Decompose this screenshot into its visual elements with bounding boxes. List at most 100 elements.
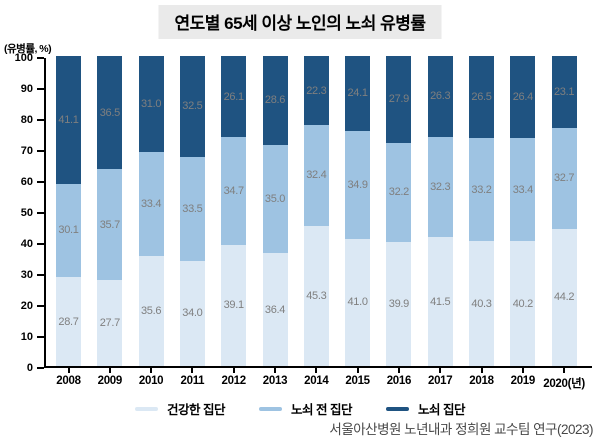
bar-value-label: 36.4	[264, 303, 286, 316]
bar-segment: 41.5	[427, 237, 453, 366]
bar-segment: 22.3	[303, 56, 329, 126]
y-axis-tick-label: 20	[20, 300, 33, 312]
y-axis-tick	[37, 181, 44, 183]
x-axis-tick	[67, 368, 70, 373]
bar-segment: 41.1	[56, 56, 81, 184]
bar-value-label: 32.2	[388, 186, 410, 199]
y-axis-tick-label: 0	[26, 362, 33, 374]
bar-value-label: 33.2	[471, 183, 492, 196]
bar-value-label: 26.4	[512, 90, 534, 103]
bar-value-label: 35.0	[264, 192, 286, 205]
bar-segment: 36.5	[97, 56, 123, 170]
legend-label: 건강한 집단	[167, 403, 226, 417]
bar-segment: 30.1	[56, 183, 81, 278]
bar-segment: 32.5	[179, 56, 205, 157]
bar-value-label: 39.1	[223, 299, 245, 312]
bar-segment: 23.1	[551, 56, 577, 128]
bar-value-label: 31.0	[140, 98, 162, 111]
bar-value-label: 24.1	[347, 87, 368, 100]
y-axis-tick	[37, 336, 44, 338]
x-axis-year-label: 2019	[510, 375, 536, 387]
bar-segment: 45.3	[303, 225, 329, 366]
bar-value-label: 35.7	[99, 218, 121, 231]
bar-segment: 44.2	[551, 228, 577, 366]
bar-value-label: 44.2	[553, 291, 575, 304]
x-axis-tick	[191, 368, 194, 373]
bar-segment: 34.0	[179, 260, 205, 366]
bar-value-label: 33.4	[512, 183, 534, 196]
y-axis-tick-label: 90	[20, 83, 33, 95]
y-axis-tick-label: 10	[20, 331, 33, 343]
y-axis-tick	[37, 57, 44, 59]
stacked-bar-2013: 36.4 35.0 28.6	[262, 56, 288, 366]
stacked-bar-2017: 41.5 32.3 26.3	[427, 55, 453, 366]
bar-segment: 35.0	[262, 144, 288, 254]
bar-value-label: 27.9	[388, 93, 410, 106]
x-axis-tick	[232, 368, 235, 373]
bar-value-label: 40.3	[471, 297, 492, 310]
y-axis-tick-label: 30	[20, 269, 33, 281]
bar-value-label: 26.3	[430, 90, 451, 103]
legend-item: 노쇠 전 집단	[259, 399, 352, 418]
x-axis-year-label: 2011	[180, 375, 205, 387]
bar-segment: 34.7	[221, 137, 247, 245]
x-axis-tick	[439, 368, 442, 373]
bar-value-label: 35.6	[140, 304, 162, 317]
bar-segment: 24.1	[345, 56, 371, 131]
x-axis-tick	[315, 368, 318, 373]
bar-value-label: 27.7	[99, 317, 121, 330]
y-axis-tick	[37, 88, 44, 90]
stacked-bar-2016: 39.9 32.2 27.9	[386, 56, 412, 366]
bar-segment: 35.7	[97, 169, 123, 281]
y-axis-tick	[37, 150, 44, 152]
bar-segment: 31.0	[138, 56, 164, 153]
legend-marker-icon	[385, 406, 409, 411]
bar-segment: 39.9	[386, 242, 412, 366]
bar-segment: 35.6	[138, 255, 164, 366]
x-axis-tick	[480, 368, 483, 373]
bar-value-label: 41.1	[58, 114, 79, 127]
bar-segment: 33.4	[138, 152, 164, 256]
x-axis-tick	[356, 368, 359, 373]
stacked-bar-2011: 34.0 33.5 32.5	[179, 56, 205, 366]
bar-segment: 33.2	[469, 138, 494, 242]
bar-segment: 26.1	[221, 56, 247, 138]
plot-area: 0 10 20 30 40 50 60 70 80 90 100 28.7 30.1 41.1 27.7 3…	[15, 52, 592, 390]
bar-segment: 32.7	[551, 127, 577, 229]
source-attribution: 서울아산병원 노년내과 정희원 교수팀 연구(2023)	[329, 422, 593, 437]
bar-segment: 39.1	[221, 244, 247, 366]
bar-segment: 41.0	[345, 238, 371, 366]
bar-segment: 36.4	[262, 253, 288, 366]
bar-segment: 26.5	[469, 56, 494, 139]
bar-value-label: 23.1	[553, 85, 575, 98]
x-axis-year-label: 2015	[345, 375, 370, 387]
bar-segment: 34.9	[345, 130, 371, 239]
stacked-bar-2009: 27.7 35.7 36.5	[97, 56, 123, 366]
legend-item: 노쇠 집단	[385, 399, 465, 418]
legend: 건강한 집단 노쇠 전 집단 노쇠 집단	[0, 399, 600, 418]
bar-segment: 27.7	[97, 280, 123, 366]
x-axis-year-label: 2009	[97, 375, 123, 387]
bar-value-label: 45.3	[306, 289, 327, 302]
x-axis-year-label: 2020(년)	[543, 378, 585, 390]
bar-segment: 28.6	[262, 56, 288, 145]
bar-value-label: 28.7	[58, 315, 79, 328]
bar-segment: 32.4	[303, 125, 329, 226]
bar-value-label: 32.7	[553, 172, 575, 185]
legend-label: 노쇠 집단	[417, 403, 465, 417]
y-axis-tick	[37, 212, 44, 214]
bar-value-label: 36.5	[99, 106, 121, 119]
stacked-bar-2019: 40.2 33.4 26.4	[510, 56, 536, 366]
legend-item: 건강한 집단	[135, 399, 226, 418]
bar-value-label: 41.0	[347, 296, 368, 309]
legend-marker-icon	[135, 406, 159, 411]
bar-value-label: 26.1	[223, 90, 245, 103]
bar-value-label: 34.7	[223, 185, 245, 198]
y-axis-unit-label: (유병률, %)	[4, 43, 52, 55]
x-axis-year-label: 2014	[304, 375, 329, 387]
legend-marker-icon	[259, 406, 283, 411]
bar-segment: 26.3	[427, 55, 453, 138]
bar-value-label: 34.9	[347, 178, 368, 191]
y-axis-tick-label: 60	[20, 176, 33, 188]
x-axis-tick	[274, 368, 276, 373]
